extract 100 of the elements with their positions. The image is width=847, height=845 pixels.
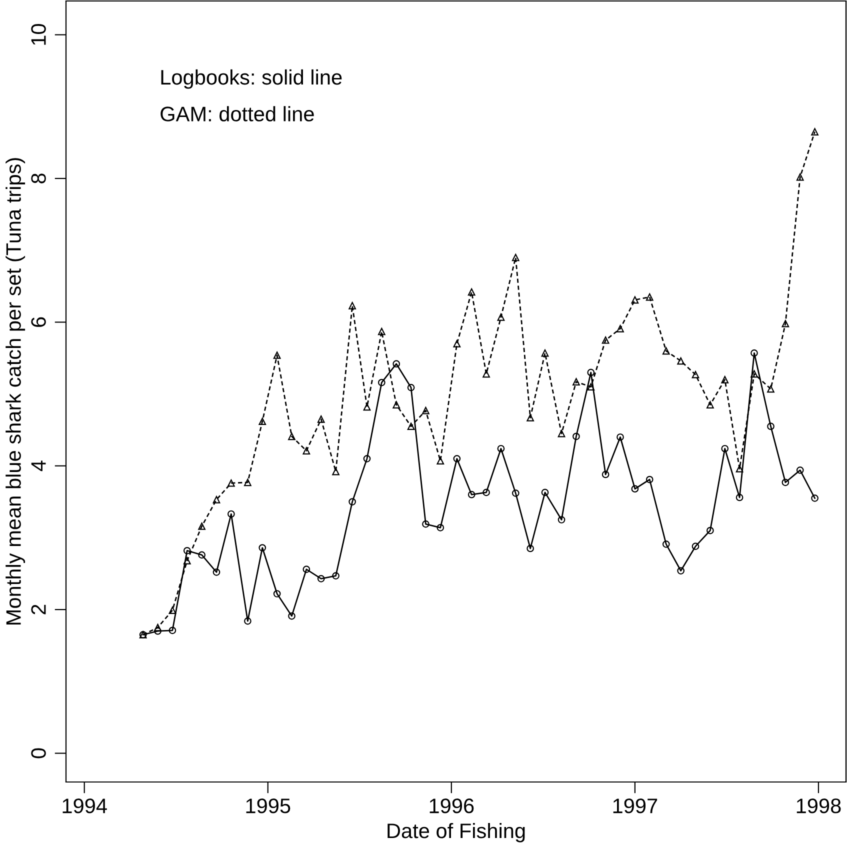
y-tick-label: 4 bbox=[31, 460, 46, 472]
point bbox=[422, 520, 430, 528]
point bbox=[332, 572, 340, 580]
point bbox=[692, 542, 700, 550]
point bbox=[482, 370, 490, 378]
point bbox=[198, 551, 206, 559]
point bbox=[317, 574, 325, 582]
point bbox=[332, 468, 340, 476]
point bbox=[721, 444, 729, 452]
point bbox=[227, 479, 235, 487]
point bbox=[750, 370, 758, 378]
x-tick-label: 1995 bbox=[246, 798, 290, 814]
point bbox=[212, 568, 220, 576]
point bbox=[736, 465, 744, 472]
point bbox=[631, 296, 639, 304]
point bbox=[436, 524, 444, 532]
y-tick-label: 8 bbox=[31, 174, 46, 184]
point bbox=[288, 612, 296, 620]
point bbox=[392, 401, 400, 408]
point bbox=[258, 544, 266, 552]
y-tick-label: 2 bbox=[31, 604, 46, 614]
point bbox=[468, 490, 476, 498]
point bbox=[631, 485, 639, 493]
point bbox=[154, 624, 162, 632]
point bbox=[646, 476, 654, 484]
point bbox=[288, 432, 296, 440]
point bbox=[782, 320, 790, 328]
point bbox=[258, 418, 266, 425]
point bbox=[767, 385, 774, 393]
point bbox=[317, 415, 325, 423]
point bbox=[497, 444, 505, 452]
point bbox=[602, 336, 610, 344]
point bbox=[541, 488, 549, 496]
point bbox=[587, 383, 595, 391]
point bbox=[198, 522, 206, 530]
point bbox=[736, 494, 744, 502]
point bbox=[378, 328, 386, 336]
point bbox=[392, 360, 400, 368]
point bbox=[526, 414, 534, 422]
point bbox=[541, 349, 549, 357]
point bbox=[183, 557, 191, 564]
point bbox=[302, 447, 310, 454]
point bbox=[767, 422, 774, 430]
point bbox=[183, 546, 191, 554]
point bbox=[677, 357, 685, 365]
point bbox=[750, 349, 758, 357]
x-axis-title: Date of Fishing bbox=[388, 822, 525, 842]
point bbox=[468, 288, 476, 296]
point bbox=[572, 378, 580, 386]
point bbox=[558, 430, 566, 438]
x-tick-label: 1994 bbox=[62, 798, 107, 814]
point bbox=[692, 370, 700, 378]
point bbox=[602, 470, 610, 478]
point bbox=[273, 590, 281, 598]
point bbox=[526, 544, 534, 552]
y-tick-label: 0 bbox=[31, 748, 46, 758]
point bbox=[453, 340, 461, 348]
point bbox=[348, 498, 356, 506]
point bbox=[407, 422, 415, 430]
point bbox=[244, 617, 252, 625]
point bbox=[616, 433, 624, 441]
y-axis-title: Monthly mean blue shark catch per set (Tuna trips) bbox=[6, 158, 26, 624]
point bbox=[558, 516, 566, 524]
point bbox=[363, 455, 371, 462]
point bbox=[482, 488, 490, 496]
point bbox=[168, 626, 176, 634]
point bbox=[302, 566, 310, 574]
point bbox=[212, 496, 220, 504]
point bbox=[706, 526, 714, 534]
point bbox=[662, 540, 670, 548]
y-tick-label: 10 bbox=[31, 24, 46, 45]
x-tick-label: 1996 bbox=[430, 798, 474, 814]
point bbox=[422, 406, 430, 414]
point bbox=[273, 352, 281, 359]
point bbox=[796, 466, 804, 474]
point bbox=[378, 378, 386, 386]
point bbox=[721, 376, 729, 384]
point bbox=[782, 478, 790, 486]
point bbox=[453, 455, 461, 462]
point bbox=[587, 368, 595, 376]
point bbox=[662, 347, 670, 355]
x-tick-label: 1998 bbox=[796, 798, 841, 814]
annotation: Logbooks: solid line bbox=[161, 69, 342, 89]
point bbox=[677, 567, 685, 574]
point bbox=[512, 254, 520, 262]
point bbox=[348, 302, 356, 310]
annotation: GAM: dotted line bbox=[160, 106, 314, 122]
point bbox=[572, 432, 580, 440]
point bbox=[227, 510, 235, 518]
point bbox=[154, 627, 162, 635]
point bbox=[407, 384, 415, 392]
point bbox=[811, 128, 818, 136]
point bbox=[512, 489, 520, 497]
point bbox=[436, 457, 444, 465]
point bbox=[796, 173, 804, 181]
point bbox=[706, 401, 714, 408]
point bbox=[497, 313, 505, 321]
point bbox=[646, 293, 654, 301]
point bbox=[811, 494, 818, 502]
point bbox=[244, 478, 252, 486]
